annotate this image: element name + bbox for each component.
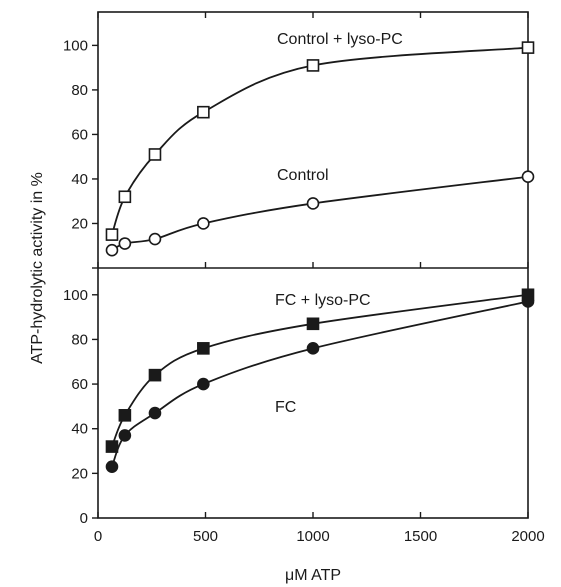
- data-point-p1-s0-0: [105, 440, 119, 453]
- y-tick-label-p1-1: 20: [71, 465, 88, 482]
- data-point-p0-s0-4: [306, 59, 320, 72]
- data-point-p1-s1-1: [118, 429, 132, 442]
- data-point-p0-s1-3: [197, 217, 210, 230]
- axis-ticks: [92, 12, 529, 519]
- series-line-p0-s1: [111, 175, 529, 251]
- data-point-p1-s1-3: [197, 377, 210, 391]
- y-tick-label-p1-2: 40: [71, 421, 88, 438]
- x-tick-label-1: 500: [193, 528, 218, 545]
- x-tick-label-0: 0: [94, 528, 102, 545]
- data-point-p1-s0-3: [197, 342, 210, 355]
- data-point-p1-s1-0: [105, 460, 119, 473]
- y-tick-label-p0-4: 80: [71, 82, 88, 99]
- data-point-p0-s0-0: [105, 228, 119, 241]
- data-point-p1-s0-4: [306, 317, 320, 331]
- series-line-p0-s0: [111, 46, 529, 235]
- y-tick-label-p0-1: 20: [71, 215, 88, 232]
- y-tick-label-p1-4: 80: [71, 331, 88, 348]
- series-layer: [105, 41, 535, 473]
- y-tick-label-p0-5: 100: [63, 37, 88, 54]
- y-tick-label-p1-5: 100: [63, 287, 88, 304]
- data-point-p0-s1-0: [105, 243, 119, 257]
- data-point-p0-s1-2: [148, 232, 162, 246]
- data-point-p0-s0-2: [148, 148, 162, 161]
- x-tick-label-2: 1000: [296, 528, 329, 545]
- data-point-p1-s0-1: [118, 409, 132, 422]
- series-label-control-lyso-pc: Control + lyso-PC: [277, 31, 403, 48]
- series-label-fc: FC: [275, 399, 296, 416]
- data-point-p0-s1-4: [306, 197, 320, 210]
- y-tick-label-p0-2: 40: [71, 171, 88, 188]
- y-tick-label-p1-0: 0: [80, 510, 88, 527]
- x-axis-title: μM ATP: [285, 567, 341, 584]
- x-tick-label-3: 1500: [404, 528, 437, 545]
- data-point-p1-s0-2: [148, 368, 162, 382]
- series-line-p1-s1: [111, 300, 529, 468]
- data-point-p0-s0-5: [521, 41, 535, 54]
- y-tick-label-p0-3: 60: [71, 126, 88, 143]
- series-line-p1-s0: [111, 293, 529, 447]
- series-label-fc-lyso-pc: FC + lyso-PC: [275, 292, 371, 309]
- series-label-control: Control: [277, 167, 329, 184]
- data-point-p0-s0-1: [118, 190, 132, 204]
- data-point-p1-s1-4: [306, 342, 320, 355]
- data-point-p0-s0-3: [197, 105, 210, 119]
- x-tick-label-4: 2000: [511, 528, 544, 545]
- data-point-p0-s1-5: [521, 170, 535, 184]
- y-tick-label-p1-3: 60: [71, 376, 88, 393]
- data-point-p0-s1-1: [118, 237, 132, 250]
- y-axis-title: ATP-hydrolytic activity in %: [29, 172, 46, 364]
- data-point-p1-s1-2: [148, 406, 162, 420]
- data-point-p1-s1-5: [521, 295, 535, 308]
